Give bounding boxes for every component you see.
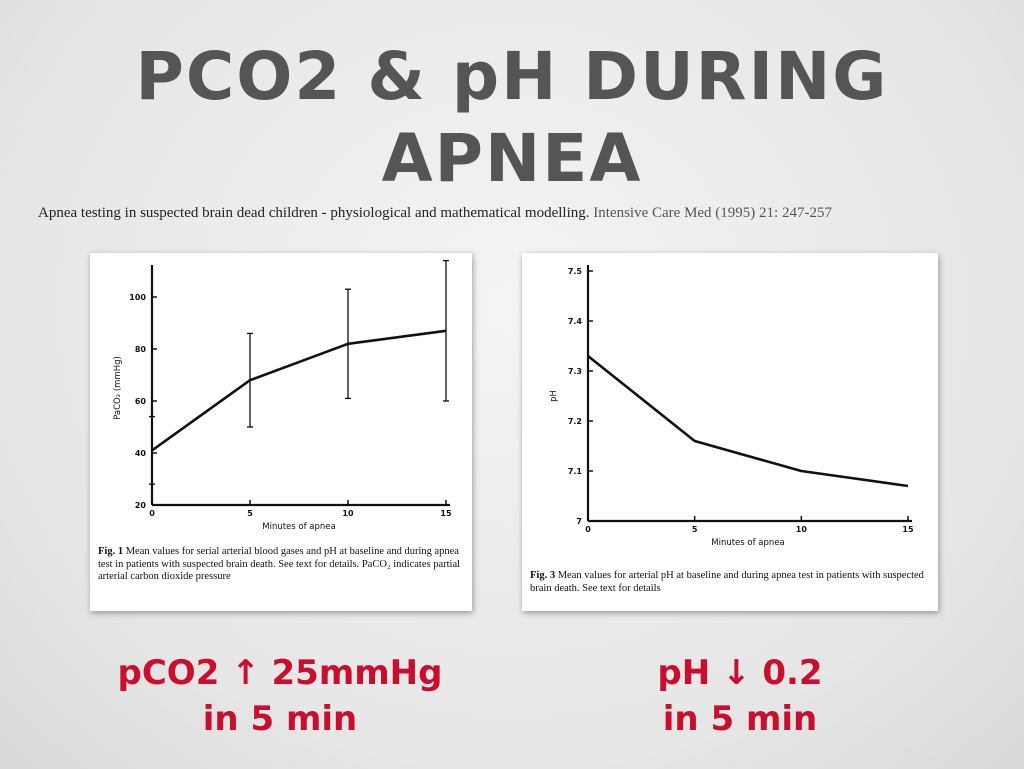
ph-chart: 7 7.1 7.2 7.3 7.4 7.5 0 5 10 15 Minutes of apnea pH [549, 265, 914, 548]
ph-y-tick-label: 7 [576, 517, 582, 526]
summary-pco2-line2: in 5 min [202, 699, 358, 739]
paco2-y-tick-label: 80 [135, 345, 147, 354]
slide-title-line2: APNEA [381, 120, 643, 197]
paco2-y-tick-label: 40 [135, 449, 147, 458]
ph-x-tick-label: 15 [902, 525, 914, 534]
summary-ph-line2: in 5 min [662, 699, 818, 739]
ph-x-axis-label: Minutes of apnea [711, 538, 785, 548]
paco2-chart: 20 40 60 80 100 0 5 10 15 Minutes of apnea PaCO₂ (… [113, 259, 452, 532]
chart-panel-paco2: 20 40 60 80 100 0 5 10 15 Minutes of apnea PaCO₂ (… [90, 253, 472, 611]
ph-y-tick-label: 7.4 [568, 317, 583, 326]
citation: Apnea testing in suspected brain dead ch… [38, 205, 998, 222]
slide-title-line1: PCO2 & pH DURING [135, 38, 889, 115]
caption-text-1: Mean values for serial arterial blood ga… [98, 546, 461, 582]
paco2-y-tick-label: 20 [135, 501, 147, 510]
caption-label-1: Fig. 1 [98, 546, 124, 557]
paco2-x-tick-label: 5 [247, 509, 253, 518]
summary-pco2-line1: pCO2 ↑ 25mmHg [117, 653, 443, 693]
paco2-series-line [151, 329, 447, 452]
ph-y-tick-label: 7.3 [568, 367, 582, 376]
paco2-x-axis-label: Minutes of apnea [262, 522, 336, 532]
ph-x-tick-label: 5 [692, 525, 698, 534]
summary-ph-line1: pH ↓ 0.2 [657, 653, 823, 693]
paco2-x-tick-label: 15 [440, 509, 452, 518]
chart-panel-ph: 7 7.1 7.2 7.3 7.4 7.5 0 5 10 15 Minutes of apnea pH… [522, 253, 938, 611]
summary-pco2: pCO2 ↑ 25mmHg in 5 min [60, 650, 500, 742]
citation-main: Apnea testing in suspected brain dead ch… [38, 205, 590, 221]
ph-y-tick-label: 7.2 [568, 417, 582, 426]
ph-x-tick-label: 0 [585, 525, 591, 534]
ph-y-tick-label: 7.1 [568, 467, 583, 476]
paco2-y-tick-label: 100 [129, 293, 146, 302]
ph-y-tick-label: 7.5 [568, 267, 583, 276]
paco2-y-tick-label: 60 [135, 397, 147, 406]
ph-x-tick-label: 10 [796, 525, 808, 534]
summary-ph: pH ↓ 0.2 in 5 min [540, 650, 940, 742]
caption-text-2: Mean values for arterial pH at baseline … [530, 570, 924, 594]
paco2-x-tick-label: 10 [342, 509, 354, 518]
ph-y-axis-label: pH [549, 390, 559, 402]
ph-series-line [587, 354, 909, 488]
figure-caption-1: Fig. 1 Mean values for serial arterial b… [98, 546, 470, 584]
figure-caption-2: Fig. 3 Mean values for arterial pH at ba… [530, 570, 934, 595]
caption-label-2: Fig. 3 [530, 570, 556, 581]
paco2-y-axis-label: PaCO₂ (mmHg) [113, 356, 123, 420]
citation-journal: Intensive Care Med (1995) 21: 247-257 [593, 205, 832, 221]
paco2-x-tick-label: 0 [149, 509, 155, 518]
